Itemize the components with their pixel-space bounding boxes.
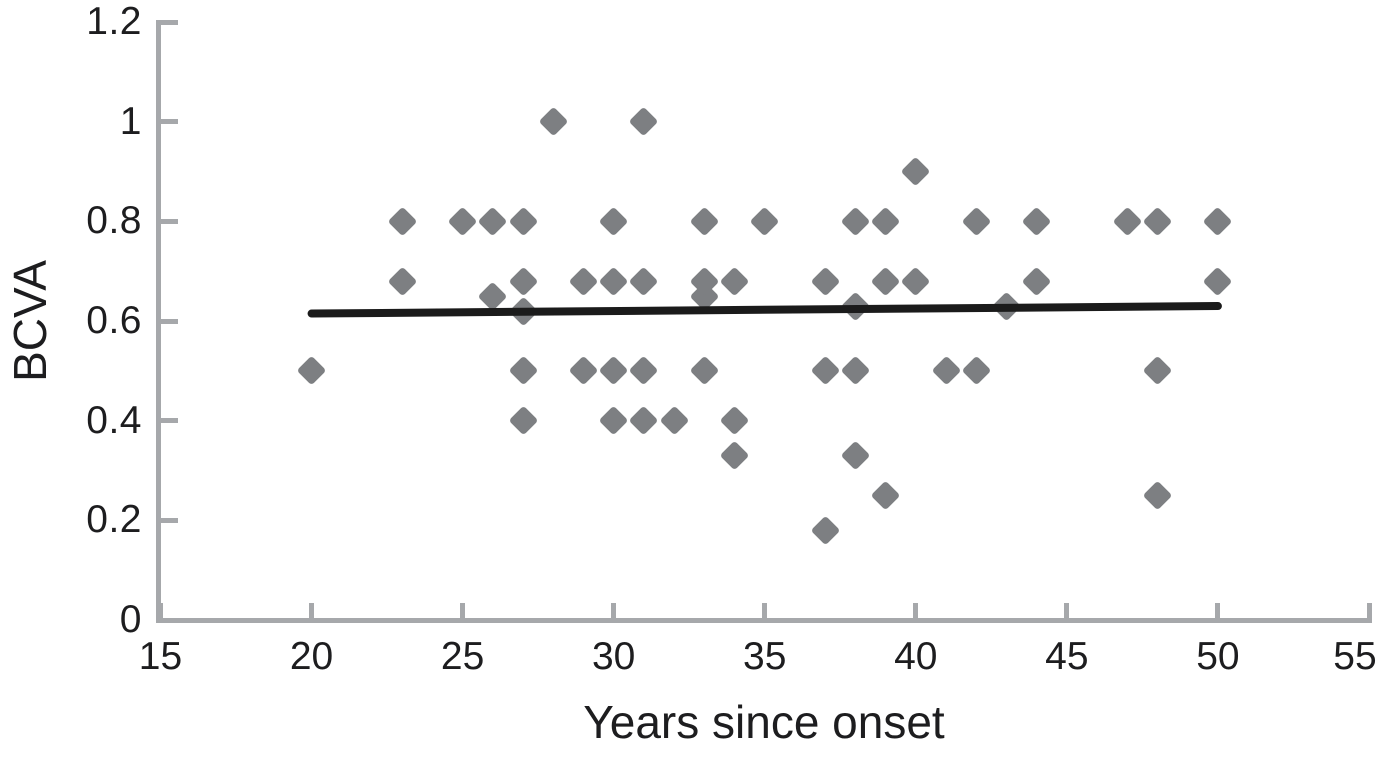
data-point-diamond [840,440,871,471]
x-axis-tick [611,603,617,620]
data-point-diamond [689,355,720,386]
data-point-diamond [810,266,841,296]
y-tick-label: 1.2 [86,0,142,43]
x-axis-line [156,618,1372,623]
data-point-diamond [840,291,871,321]
trend-line [307,302,1222,318]
x-axis-tick [460,603,466,620]
data-point-diamond [598,405,629,436]
data-point-diamond [840,206,871,237]
x-tick-label: 45 [1045,635,1089,678]
y-axis-title: BCVA [4,260,56,382]
x-axis-tick [1064,603,1070,620]
data-point-diamond [477,281,508,311]
data-point-diamond [1142,355,1173,386]
data-point-diamond [870,480,901,511]
data-point-diamond [387,266,418,296]
data-point-diamond [870,206,901,237]
data-point-diamond [629,405,659,436]
x-axis-tick [913,603,919,620]
data-point-diamond [598,355,629,386]
y-tick-label: 0.8 [86,199,142,243]
data-point-diamond [870,266,901,296]
data-point-diamond [508,296,538,326]
y-axis-line [156,20,161,622]
y-tick-label: 0 [119,598,142,641]
x-axis-tick [1215,603,1221,620]
data-point-diamond [598,206,629,237]
data-point-diamond [1112,206,1143,237]
data-point-diamond [749,206,780,237]
y-tick-label: 0.6 [86,299,142,342]
x-axis-tick [762,603,768,620]
data-point-diamond [508,266,538,296]
x-tick-label: 55 [1333,635,1377,678]
x-tick-label: 40 [894,635,938,678]
data-point-diamond [447,206,478,237]
data-point-diamond [477,206,508,237]
y-tick-label: 1 [119,99,142,143]
data-point-diamond [810,515,841,546]
data-point-diamond [991,291,1022,321]
data-point-diamond [387,206,418,237]
data-point-diamond [508,206,538,237]
y-tick-label: 0.4 [86,398,142,442]
y-axis-tick [160,218,178,224]
data-point-diamond [961,355,992,386]
data-point-diamond [659,405,689,436]
y-axis-tick [160,19,178,25]
data-point-diamond [568,266,599,296]
data-point-diamond [1021,206,1052,237]
data-point-diamond [1021,266,1052,296]
data-point-diamond [900,266,931,296]
data-point-diamond [538,106,569,137]
data-point-diamond [629,266,659,296]
data-point-diamond [840,355,871,386]
data-point-diamond [629,106,659,137]
x-axis-tick [158,603,163,620]
data-point-diamond [598,266,629,296]
x-tick-label: 50 [1196,635,1240,678]
y-axis-tick [160,119,178,125]
data-point-diamond [1203,206,1233,237]
data-point-diamond [508,355,538,386]
data-point-diamond [296,355,327,386]
data-point-diamond [508,405,538,436]
y-axis-tick [160,318,178,324]
data-point-diamond [810,355,841,386]
x-tick-label: 20 [289,635,334,678]
data-point-diamond [961,206,992,237]
data-point-diamond [1142,206,1173,237]
x-axis-tick [1366,603,1372,620]
data-point-diamond [719,405,750,436]
x-tick-label: 25 [440,635,485,678]
x-axis-tick [309,603,315,620]
data-point-diamond [568,355,599,386]
data-point-diamond [1203,266,1233,296]
data-point-diamond [719,266,750,296]
data-point-diamond [1142,480,1173,511]
y-tick-label: 0.2 [86,498,142,542]
y-axis-tick [160,418,178,424]
data-point-diamond [629,355,659,386]
x-tick-label: 35 [743,635,787,678]
data-point-diamond [931,355,961,386]
x-tick-label: 15 [138,635,183,678]
data-point-diamond [689,206,720,237]
data-point-diamond [719,440,750,471]
y-axis-tick [160,517,178,523]
x-tick-label: 30 [591,635,636,678]
x-axis-title: Years since onset [583,696,945,748]
y-axis-tick [160,617,178,623]
data-point-diamond [900,156,931,187]
